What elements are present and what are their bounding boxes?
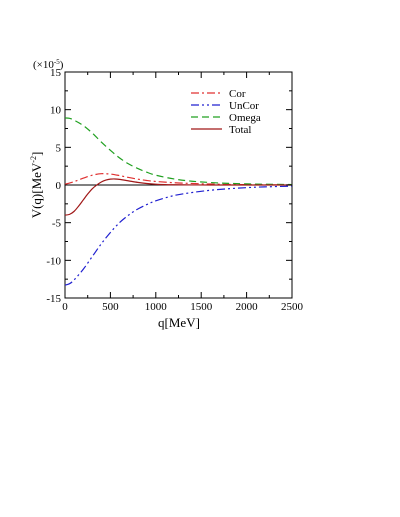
y-scale-label: (×10-5)	[33, 58, 64, 71]
legend-label-uncor: UnCor	[229, 100, 259, 112]
series-line-omega	[64, 117, 293, 186]
x-axis-label: q[MeV]	[158, 315, 200, 330]
x-tick-label: 2000	[236, 301, 259, 313]
x-tick-label: 0	[62, 301, 68, 313]
y-tick-label: 15	[50, 67, 62, 79]
ticks-layer: 0 500 1000 1500 2000 2500 -15 -10 -5 0 5 10 15	[46, 67, 303, 313]
x-tick-label: 1500	[190, 301, 213, 313]
series-line-uncor	[64, 185, 293, 286]
y-tick-label: 10	[50, 105, 62, 117]
series-layer	[64, 117, 293, 286]
x-tick-label: 500	[102, 301, 119, 313]
y-tick-label: 0	[56, 180, 62, 192]
y-tick-label: -15	[46, 293, 61, 305]
y-tick-label: -10	[46, 255, 61, 267]
legend-label-omega: Omega	[229, 112, 261, 124]
legend-label-cor: Cor	[229, 88, 246, 100]
y-tick-label: 5	[56, 142, 62, 154]
legend-label-total: Total	[229, 124, 251, 136]
y-axis-label: V(q)[MeV-2]	[29, 152, 44, 219]
x-tick-label: 1000	[145, 301, 168, 313]
y-tick-label: -5	[52, 218, 62, 230]
x-tick-label: 2500	[281, 301, 304, 313]
series-line-total	[64, 178, 292, 216]
